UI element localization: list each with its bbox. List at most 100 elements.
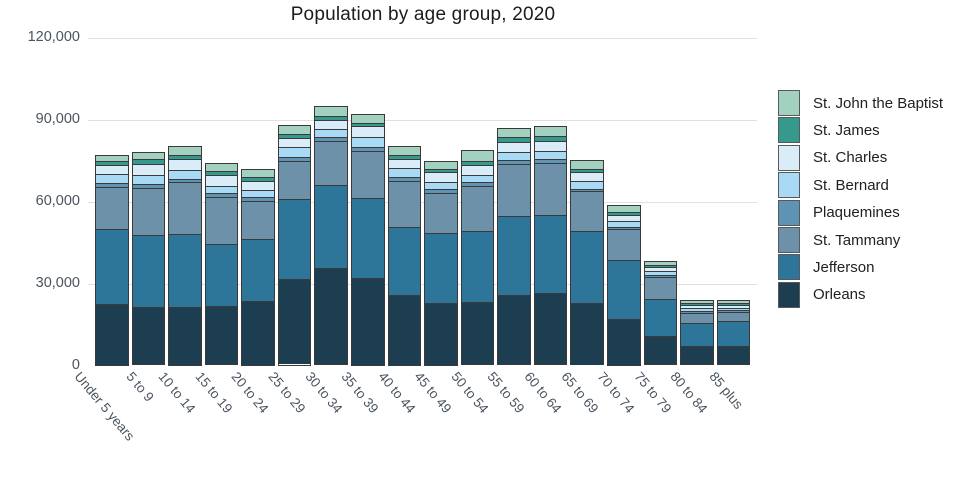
bar-segment-st-james[interactable] (278, 133, 311, 139)
bar-segment-st-john-the-baptist[interactable] (717, 301, 750, 304)
bar-segment-orleans[interactable] (681, 346, 713, 365)
bar-segment-st-james[interactable] (717, 303, 750, 306)
bar-segment-st-bernard[interactable] (461, 174, 494, 183)
bar-segment-st-john-the-baptist[interactable] (388, 147, 421, 155)
bar-segment-orleans[interactable] (461, 301, 494, 365)
bar-segment-st-john-the-baptist[interactable] (205, 163, 238, 171)
bar-segment-st-john-the-baptist[interactable] (498, 128, 530, 138)
bar-segment-jefferson[interactable] (571, 231, 603, 304)
bar-segment-st-james[interactable] (571, 168, 603, 173)
bar-segment-plaquemines[interactable] (534, 159, 567, 163)
bar-segment-st-tammany[interactable] (96, 186, 128, 229)
bar-segment-plaquemines[interactable] (425, 189, 457, 193)
bar-segment-orleans[interactable] (169, 307, 201, 365)
bar-segment-st-john-the-baptist[interactable] (352, 115, 384, 123)
bar-segment-st-john-the-baptist[interactable] (461, 151, 494, 161)
bar-segment-plaquemines[interactable] (132, 184, 165, 188)
legend-item-orleans[interactable]: Orleans (778, 281, 866, 308)
bar-segment-st-james[interactable] (681, 303, 713, 306)
bar-segment-st-james[interactable] (352, 122, 384, 126)
bar-segment-st-charles[interactable] (498, 141, 530, 152)
bar-segment-plaquemines[interactable] (278, 156, 311, 162)
bar-segment-st-tammany[interactable] (169, 182, 201, 235)
bar-segment-st-john-the-baptist[interactable] (608, 205, 640, 212)
bar-segment-st-charles[interactable] (96, 164, 128, 174)
bar-segment-plaquemines[interactable] (608, 227, 640, 230)
bar-segment-st-charles[interactable] (352, 125, 384, 137)
bar-segment-jefferson[interactable] (608, 259, 640, 319)
bar-segment-st-james[interactable] (534, 136, 567, 141)
bar-segment-st-tammany[interactable] (132, 187, 165, 235)
bar-segment-jefferson[interactable] (278, 199, 311, 280)
legend-item-plaquemines[interactable]: Plaquemines (778, 199, 900, 226)
bar-segment-orleans[interactable] (644, 335, 676, 365)
bar-segment-jefferson[interactable] (205, 243, 238, 307)
bar-segment-st-james[interactable] (644, 265, 676, 268)
bar-segment-st-james[interactable] (169, 154, 201, 160)
bar-segment-st-tammany[interactable] (315, 141, 347, 186)
bar-segment-orleans[interactable] (608, 318, 640, 365)
bar-segment-plaquemines[interactable] (388, 176, 421, 181)
bar-segment-orleans[interactable] (96, 304, 128, 365)
bar-segment-orleans[interactable] (132, 307, 165, 365)
bar-segment-plaquemines[interactable] (461, 182, 494, 187)
bar-segment-jefferson[interactable] (681, 323, 713, 347)
bar-segment-st-john-the-baptist[interactable] (242, 170, 274, 178)
bar-segment-st-james[interactable] (315, 115, 347, 121)
bar-segment-st-tammany[interactable] (608, 229, 640, 260)
bar-segment-plaquemines[interactable] (717, 310, 750, 313)
bar-segment-st-charles[interactable] (608, 215, 640, 222)
bar-segment-st-tammany[interactable] (388, 180, 421, 228)
bar-segment-jefferson[interactable] (352, 197, 384, 278)
bar-segment-st-bernard[interactable] (315, 128, 347, 137)
bar-segment-plaquemines[interactable] (205, 193, 238, 197)
bar-segment-orleans[interactable] (425, 303, 457, 365)
bar-segment-st-charles[interactable] (534, 140, 567, 151)
bar-segment-st-john-the-baptist[interactable] (278, 126, 311, 134)
bar-segment-orleans[interactable] (242, 301, 274, 365)
bar-segment-st-james[interactable] (498, 137, 530, 142)
legend-item-st-charles[interactable]: St. Charles (778, 144, 887, 171)
bar-segment-plaquemines[interactable] (644, 274, 676, 277)
legend-item-st-james[interactable]: St. James (778, 117, 880, 144)
bar-segment-st-charles[interactable] (278, 138, 311, 148)
bar-segment-plaquemines[interactable] (96, 182, 128, 187)
legend-item-st-tammany[interactable]: St. Tammany (778, 227, 900, 253)
bar-segment-st-bernard[interactable] (425, 181, 457, 190)
bar-segment-st-bernard[interactable] (534, 150, 567, 160)
bar-segment-plaquemines[interactable] (571, 188, 603, 192)
bar-segment-st-james[interactable] (132, 159, 165, 164)
bar-segment-st-bernard[interactable] (96, 174, 128, 183)
bar-segment-jefferson[interactable] (242, 238, 274, 302)
bar-segment-orleans[interactable] (388, 295, 421, 365)
bar-segment-st-bernard[interactable] (388, 168, 421, 177)
bar-segment-jefferson[interactable] (461, 231, 494, 302)
bar-segment-jefferson[interactable] (425, 233, 457, 304)
bar-segment-plaquemines[interactable] (498, 160, 530, 164)
bar-segment-jefferson[interactable] (717, 321, 750, 346)
bar-segment-st-tammany[interactable] (205, 196, 238, 244)
bar-segment-plaquemines[interactable] (681, 311, 713, 313)
bar-segment-st-james[interactable] (608, 212, 640, 216)
bar-segment-st-bernard[interactable] (644, 270, 676, 275)
bar-segment-st-john-the-baptist[interactable] (534, 127, 567, 137)
bar-segment-orleans[interactable] (498, 295, 530, 365)
legend-item-jefferson[interactable]: Jefferson (778, 254, 874, 281)
bar-segment-st-charles[interactable] (681, 305, 713, 309)
bar-segment-orleans[interactable] (315, 268, 347, 365)
bar-segment-st-bernard[interactable] (278, 147, 311, 157)
bar-segment-st-john-the-baptist[interactable] (96, 155, 128, 161)
bar-segment-jefferson[interactable] (644, 298, 676, 336)
bar-segment-st-charles[interactable] (242, 181, 274, 190)
bar-segment-st-bernard[interactable] (571, 181, 603, 189)
bar-segment-plaquemines[interactable] (242, 197, 274, 202)
bar-segment-plaquemines[interactable] (315, 136, 347, 142)
bar-segment-st-charles[interactable] (461, 164, 494, 175)
bar-segment-orleans[interactable] (571, 303, 603, 365)
legend-item-st-bernard[interactable]: St. Bernard (778, 172, 889, 199)
bar-segment-orleans[interactable] (278, 279, 311, 365)
bar-segment-jefferson[interactable] (169, 234, 201, 308)
bar-segment-st-tammany[interactable] (461, 186, 494, 232)
bar-segment-st-bernard[interactable] (242, 189, 274, 198)
bar-segment-st-charles[interactable] (571, 172, 603, 182)
